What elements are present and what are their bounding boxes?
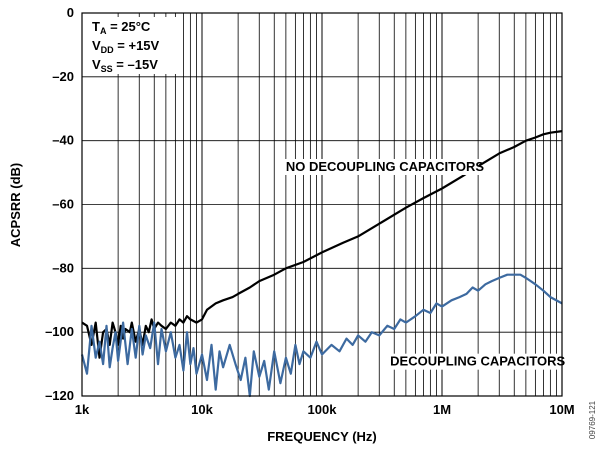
grid bbox=[81, 12, 562, 397]
y-tick-label: –20 bbox=[52, 69, 74, 84]
y-tick-label: –100 bbox=[45, 324, 74, 339]
annotations: NO DECOUPLING CAPACITORS DECOUPLING CAPAC… bbox=[281, 158, 566, 370]
y-tick-label: –120 bbox=[45, 388, 74, 403]
annotation-no-decoupling: NO DECOUPLING CAPACITORS bbox=[286, 159, 484, 174]
y-tick-label: –80 bbox=[52, 260, 74, 275]
condition-ta: TA = 25°C bbox=[92, 19, 151, 36]
x-axis-title: FREQUENCY (Hz) bbox=[267, 429, 377, 444]
y-tick-label: –40 bbox=[52, 133, 74, 148]
plot-frame bbox=[81, 12, 563, 397]
y-tick-label: –60 bbox=[52, 197, 74, 212]
x-tick-label: 10k bbox=[191, 402, 213, 417]
x-tick-label: 1M bbox=[433, 402, 451, 417]
figure-id: 09769-121 bbox=[588, 400, 597, 439]
series-decoupling-line bbox=[80, 273, 563, 398]
series-no-decoupling-line bbox=[81, 130, 563, 359]
condition-vdd: VDD = +15V bbox=[92, 38, 160, 55]
condition-vss: VSS = –15V bbox=[92, 57, 158, 74]
x-tick-label: 1k bbox=[75, 402, 90, 417]
annotation-background bbox=[281, 158, 479, 175]
annotation-decoupling: DECOUPLING CAPACITORS bbox=[390, 354, 565, 369]
x-tick-label: 10M bbox=[549, 402, 574, 417]
tick-labels: 1k 10k 100k 1M 10M 0 –20 –40 –60 –80 –100 –120 bbox=[45, 5, 575, 417]
y-tick-label: 0 bbox=[67, 5, 74, 20]
annotation-background bbox=[386, 353, 559, 370]
x-tick-label: 100k bbox=[308, 402, 338, 417]
curves bbox=[80, 130, 563, 398]
y-axis-title: ACPSRR (dB) bbox=[8, 163, 23, 248]
conditions-background bbox=[86, 17, 180, 74]
